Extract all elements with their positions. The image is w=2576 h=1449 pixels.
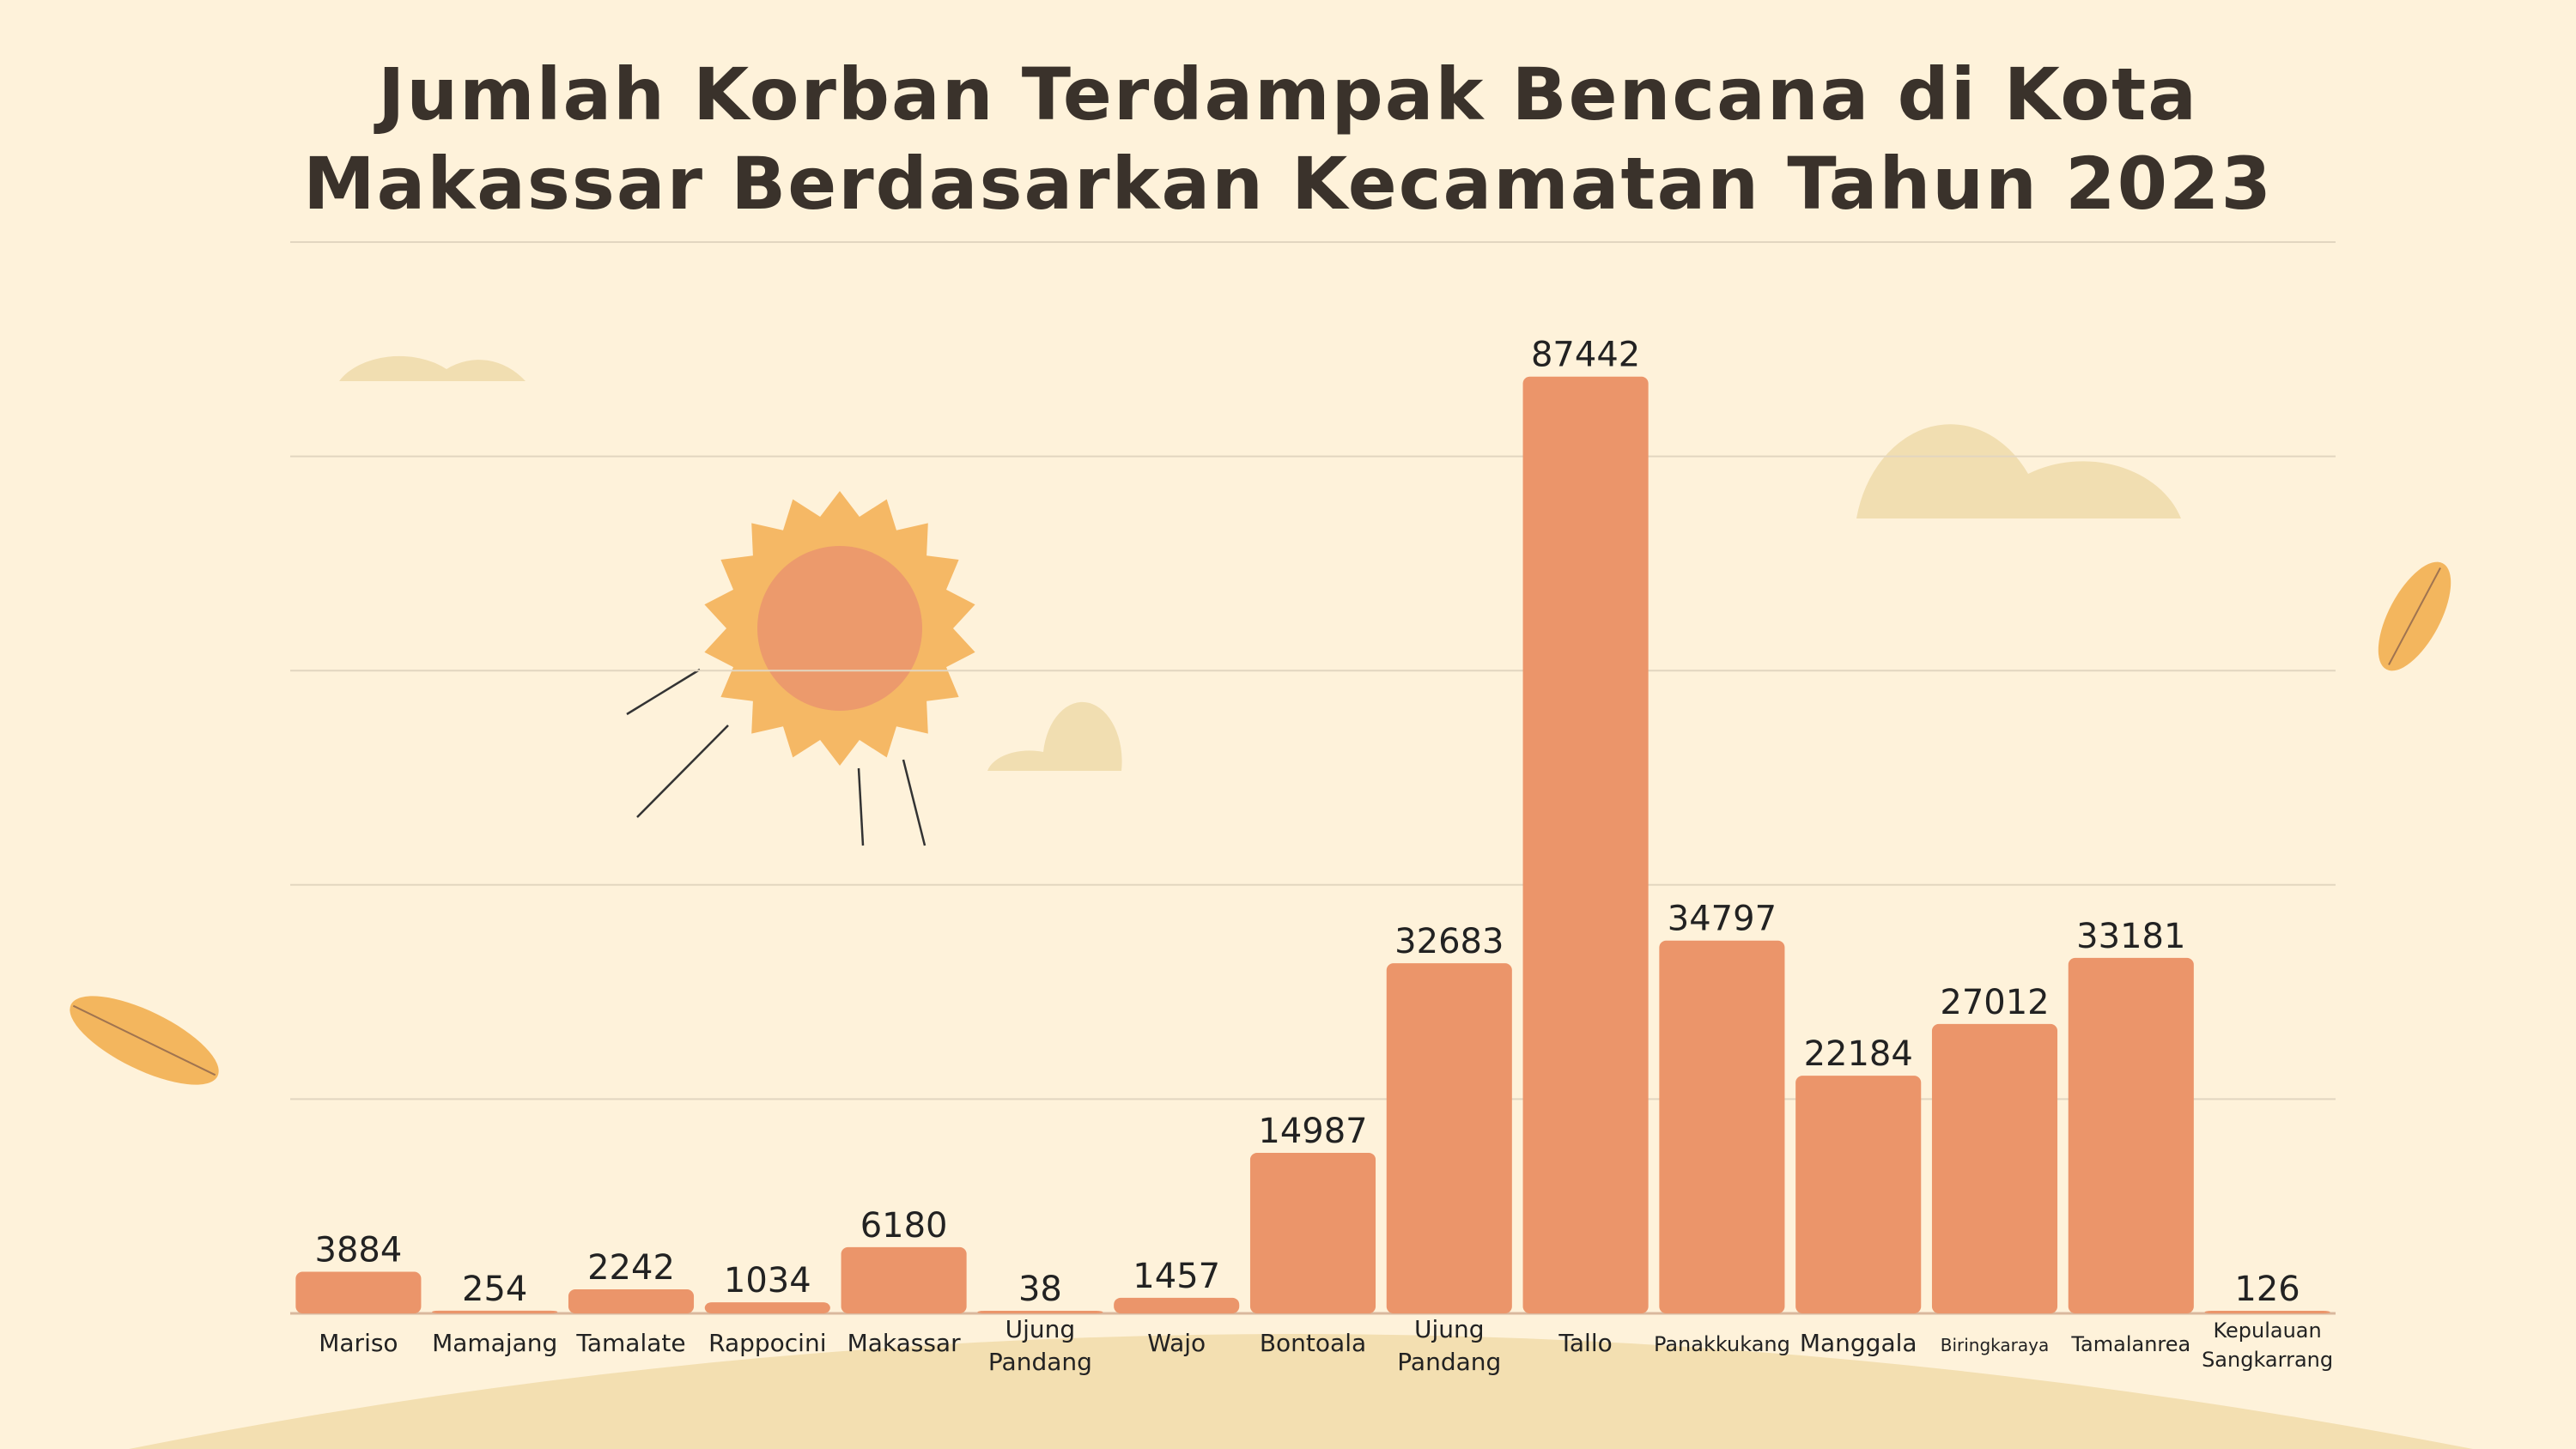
bar (432, 1310, 558, 1313)
chart-title-line-2: Makassar Berdasarkan Kecamatan Tahun 202… (303, 142, 2273, 226)
category-label: Biringkaraya (1941, 1335, 2049, 1355)
cloud-icon (1856, 424, 2181, 518)
bar (704, 1302, 830, 1313)
data-label: 1457 (1133, 1257, 1220, 1296)
data-label: 6180 (860, 1206, 948, 1246)
bar (1386, 963, 1512, 1313)
data-label: 3884 (315, 1231, 403, 1270)
data-label: 2242 (587, 1248, 675, 1288)
leaf-icon (2378, 561, 2451, 671)
data-label: 22184 (1804, 1034, 1913, 1074)
leaf-icon (70, 996, 219, 1085)
data-label: 33181 (2076, 917, 2185, 956)
chart-title-line-1: Jumlah Korban Terdampak Bencana di Kota (378, 52, 2198, 136)
bar (2204, 1311, 2330, 1313)
data-label: 34797 (1668, 900, 1777, 939)
bar (568, 1289, 695, 1313)
category-label: Kepulauan Sangkarrang (2202, 1319, 2333, 1372)
chart-title: Jumlah Korban Terdampak Bencana di Kota … (0, 50, 2576, 228)
data-label: 1034 (724, 1261, 811, 1300)
category-labels: Mariso Mamajang Tamalate Rappocini Makassar U… (319, 1315, 2333, 1376)
bar (977, 1311, 1103, 1313)
bar (1931, 1023, 2058, 1313)
category-label: Bontoala (1260, 1329, 1366, 1357)
bar (295, 1271, 422, 1313)
data-label: 14987 (1258, 1112, 1367, 1151)
category-label: Mamajang (432, 1329, 557, 1357)
cloud-icon (339, 355, 526, 381)
category-label: Tamalate (575, 1329, 685, 1357)
category-label: Ujung Pandang (988, 1315, 1092, 1376)
category-label: Tallo (1558, 1329, 1612, 1357)
category-label: Mariso (319, 1329, 398, 1357)
bar (1114, 1297, 1240, 1313)
bar (1659, 940, 1785, 1313)
data-label: 126 (2234, 1270, 2300, 1309)
bar (841, 1246, 967, 1313)
data-label: 38 (1018, 1270, 1062, 1309)
data-label: 27012 (1940, 983, 2049, 1022)
category-label: Manggala (1800, 1329, 1917, 1357)
bars (295, 376, 2330, 1313)
bar (1522, 376, 1649, 1313)
category-label: Rappocini (708, 1329, 826, 1357)
category-label: Panakkukang (1654, 1332, 1790, 1356)
category-label: Tamalanrea (2070, 1332, 2190, 1356)
bar (2068, 957, 2194, 1313)
data-label: 32683 (1394, 922, 1504, 961)
value-labels: 3884 254 2242 1034 6180 38 1457 14987 32683 87442… (315, 336, 2300, 1309)
category-label: Wajo (1147, 1329, 1206, 1357)
hill-decoration (129, 1334, 2473, 1449)
data-label: 254 (462, 1270, 527, 1309)
data-label: 87442 (1531, 336, 1640, 375)
category-label: Makassar (848, 1329, 962, 1357)
bar (1795, 1076, 1922, 1313)
cloud-icon (987, 701, 1122, 771)
sun-icon (626, 491, 975, 846)
category-label: Ujung Pandang (1397, 1315, 1501, 1376)
bar (1249, 1152, 1376, 1313)
